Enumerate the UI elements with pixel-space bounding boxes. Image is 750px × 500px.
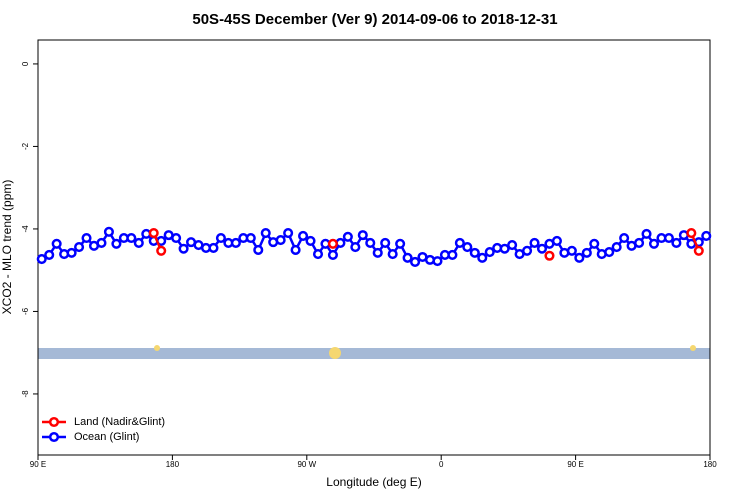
data-point	[96, 237, 107, 249]
data-point	[619, 232, 630, 244]
data-point	[171, 232, 182, 244]
legend-marker	[48, 431, 60, 443]
data-point	[357, 230, 368, 241]
y-axis-label: XCO2 - MLO trend (ppm)	[0, 180, 14, 315]
data-point	[253, 244, 264, 256]
plot-frame	[37, 39, 711, 456]
data-point	[634, 237, 645, 249]
data-point	[536, 243, 548, 254]
data-point	[641, 228, 652, 239]
x-tick-label: 90 W	[297, 460, 316, 469]
data-point	[245, 232, 256, 244]
data-point	[290, 244, 301, 256]
legend-marker	[48, 416, 60, 428]
data-point	[275, 235, 286, 246]
data-point	[372, 247, 383, 258]
y-tick-label: -8	[21, 390, 30, 398]
data-point	[589, 238, 600, 249]
x-tick-label: 180	[703, 460, 717, 469]
legend-label: Land (Nadir&Glint)	[74, 416, 165, 428]
data-point	[283, 228, 294, 239]
x-tick-label: 0	[439, 460, 444, 469]
data-point	[350, 242, 361, 253]
data-point	[230, 237, 241, 249]
data-point	[701, 230, 712, 241]
data-point	[432, 256, 443, 267]
x-tick-label: 180	[166, 460, 180, 469]
x-tick-label: 90 E	[30, 460, 46, 469]
data-point	[36, 254, 47, 265]
data-point	[686, 228, 697, 239]
data-point	[342, 231, 353, 242]
data-point	[663, 232, 674, 244]
data-point	[51, 238, 62, 249]
data-point	[395, 238, 406, 249]
y-tick-label: 0	[21, 61, 30, 66]
data-point	[522, 245, 533, 256]
data-point	[671, 237, 682, 249]
data-point	[469, 247, 480, 258]
data-point	[380, 237, 391, 249]
data-point	[499, 243, 510, 254]
y-tick-label: -4	[21, 225, 30, 233]
sample-dot	[690, 345, 696, 351]
data-point	[156, 245, 167, 256]
data-point	[260, 228, 271, 239]
data-point	[66, 247, 77, 258]
data-point	[133, 237, 144, 249]
data-point	[103, 226, 114, 237]
data-point	[604, 246, 615, 258]
data-point	[410, 256, 421, 267]
data-point	[566, 245, 577, 256]
sample-dot	[329, 347, 341, 359]
data-point	[581, 247, 592, 258]
data-point	[611, 242, 622, 253]
data-point	[551, 235, 562, 246]
data-point	[178, 243, 189, 254]
data-point	[208, 242, 219, 253]
data-point	[507, 239, 518, 251]
data-point	[529, 237, 540, 249]
data-point	[327, 238, 338, 249]
data-point	[44, 249, 55, 260]
x-axis-label: Longitude (deg E)	[326, 475, 421, 489]
data-point	[305, 235, 316, 246]
data-point	[298, 230, 309, 241]
data-point	[327, 249, 338, 260]
data-point	[312, 249, 324, 260]
data-point	[447, 249, 458, 260]
data-point	[148, 228, 159, 239]
data-point	[574, 252, 585, 263]
data-point	[365, 237, 376, 249]
y-tick-label: -2	[21, 142, 30, 150]
data-point	[387, 249, 398, 260]
data-point	[454, 237, 465, 249]
data-point	[111, 238, 122, 249]
data-point	[648, 238, 660, 249]
y-tick-label: -6	[21, 307, 30, 315]
data-point	[484, 246, 495, 258]
sample-band	[38, 348, 710, 359]
data-point	[81, 232, 92, 244]
data-point	[477, 252, 488, 263]
data-point	[74, 242, 85, 253]
sample-dot	[154, 345, 160, 351]
data-point	[544, 250, 555, 261]
data-point	[126, 232, 137, 244]
data-point	[215, 232, 226, 244]
data-point	[402, 252, 413, 263]
legend-label: Ocean (Glint)	[74, 431, 139, 443]
x-tick-label: 90 E	[567, 460, 583, 469]
data-point	[462, 242, 473, 253]
chart-title: 50S-45S December (Ver 9) 2014-09-06 to 2…	[192, 11, 557, 28]
data-point	[693, 245, 704, 256]
